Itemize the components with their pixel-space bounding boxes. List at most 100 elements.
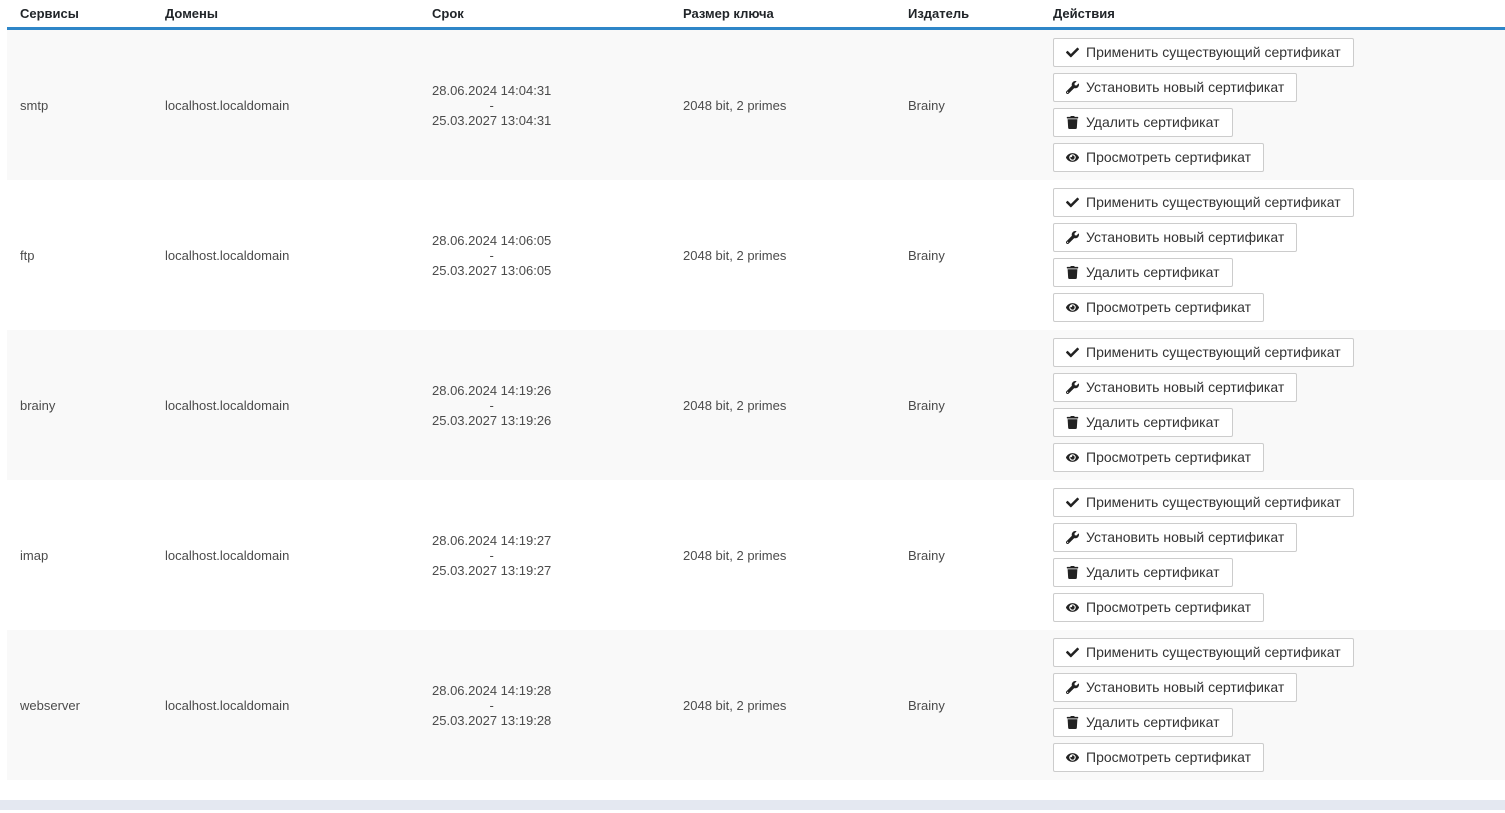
wrench-icon: [1066, 381, 1079, 394]
issuer-cell: Brainy: [908, 247, 945, 263]
apply-existing-certificate-button[interactable]: Применить существующий сертификат: [1053, 188, 1354, 217]
column-header-domains: Домены: [165, 6, 218, 21]
button-label: Применить существующий сертификат: [1086, 494, 1341, 510]
key-size-cell: 2048 bit, 2 primes: [683, 97, 787, 113]
check-icon: [1066, 496, 1079, 509]
term-cell: 28.06.2024 14:19:27 - 25.03.2027 13:19:2…: [419, 480, 670, 630]
button-label: Применить существующий сертификат: [1086, 44, 1341, 60]
column-header-services: Сервисы: [20, 6, 79, 21]
button-label: Установить новый сертификат: [1086, 529, 1285, 545]
term-end: 25.03.2027 13:06:05: [432, 262, 552, 278]
wrench-icon: [1066, 681, 1079, 694]
table-row: webserver localhost.localdomain 28.06.20…: [7, 630, 1505, 780]
view-certificate-button[interactable]: Просмотреть сертификат: [1053, 593, 1265, 622]
button-label: Установить новый сертификат: [1086, 79, 1285, 95]
column-header-term: Срок: [432, 6, 464, 21]
install-new-certificate-button[interactable]: Установить новый сертификат: [1053, 223, 1298, 252]
delete-certificate-button[interactable]: Удалить сертификат: [1053, 708, 1233, 737]
table-row: smtp localhost.localdomain 28.06.2024 14…: [7, 30, 1505, 180]
domain-cell: localhost.localdomain: [165, 547, 290, 563]
delete-certificate-button[interactable]: Удалить сертификат: [1053, 258, 1233, 287]
table-row: imap localhost.localdomain 28.06.2024 14…: [7, 480, 1505, 630]
term-separator: -: [489, 247, 494, 263]
actions-cell: Применить существующий сертификат Устано…: [1040, 30, 1505, 180]
eye-icon: [1066, 451, 1079, 464]
button-label: Просмотреть сертификат: [1086, 149, 1252, 165]
button-label: Просмотреть сертификат: [1086, 299, 1252, 315]
apply-existing-certificate-button[interactable]: Применить существующий сертификат: [1053, 638, 1354, 667]
button-label: Просмотреть сертификат: [1086, 749, 1252, 765]
button-label: Удалить сертификат: [1086, 564, 1220, 580]
trash-icon: [1066, 116, 1079, 129]
trash-icon: [1066, 716, 1079, 729]
trash-icon: [1066, 566, 1079, 579]
term-start: 28.06.2024 14:04:31: [432, 82, 552, 98]
issuer-cell: Brainy: [908, 97, 945, 113]
eye-icon: [1066, 751, 1079, 764]
delete-certificate-button[interactable]: Удалить сертификат: [1053, 108, 1233, 137]
view-certificate-button[interactable]: Просмотреть сертификат: [1053, 293, 1265, 322]
apply-existing-certificate-button[interactable]: Применить существующий сертификат: [1053, 338, 1354, 367]
service-cell: brainy: [20, 397, 56, 413]
button-label: Просмотреть сертификат: [1086, 599, 1252, 615]
domain-cell: localhost.localdomain: [165, 247, 290, 263]
term-end: 25.03.2027 13:04:31: [432, 112, 552, 128]
button-label: Установить новый сертификат: [1086, 679, 1285, 695]
delete-certificate-button[interactable]: Удалить сертификат: [1053, 408, 1233, 437]
table-row: brainy localhost.localdomain 28.06.2024 …: [7, 330, 1505, 480]
delete-certificate-button[interactable]: Удалить сертификат: [1053, 558, 1233, 587]
trash-icon: [1066, 266, 1079, 279]
actions-cell: Применить существующий сертификат Устано…: [1040, 630, 1505, 780]
button-label: Установить новый сертификат: [1086, 379, 1285, 395]
service-cell: imap: [20, 547, 49, 563]
install-new-certificate-button[interactable]: Установить новый сертификат: [1053, 673, 1298, 702]
term-cell: 28.06.2024 14:19:26 - 25.03.2027 13:19:2…: [419, 330, 670, 480]
view-certificate-button[interactable]: Просмотреть сертификат: [1053, 743, 1265, 772]
issuer-cell: Brainy: [908, 697, 945, 713]
domain-cell: localhost.localdomain: [165, 697, 290, 713]
term-end: 25.03.2027 13:19:26: [432, 412, 552, 428]
column-header-key-size: Размер ключа: [683, 6, 774, 21]
term-end: 25.03.2027 13:19:28: [432, 712, 552, 728]
install-new-certificate-button[interactable]: Установить новый сертификат: [1053, 373, 1298, 402]
view-certificate-button[interactable]: Просмотреть сертификат: [1053, 443, 1265, 472]
term-separator: -: [489, 97, 494, 113]
term-start: 28.06.2024 14:19:26: [432, 382, 552, 398]
table-header: Сервисы Домены Срок Размер ключа Издател…: [7, 0, 1505, 30]
certificates-table: Сервисы Домены Срок Размер ключа Издател…: [7, 0, 1505, 780]
service-cell: webserver: [20, 697, 80, 713]
term-cell: 28.06.2024 14:19:28 - 25.03.2027 13:19:2…: [419, 630, 670, 780]
button-label: Применить существующий сертификат: [1086, 344, 1341, 360]
term-cell: 28.06.2024 14:04:31 - 25.03.2027 13:04:3…: [419, 30, 670, 180]
issuer-cell: Brainy: [908, 547, 945, 563]
button-label: Удалить сертификат: [1086, 714, 1220, 730]
trash-icon: [1066, 416, 1079, 429]
apply-existing-certificate-button[interactable]: Применить существующий сертификат: [1053, 488, 1354, 517]
footer-bar: [0, 800, 1505, 810]
eye-icon: [1066, 601, 1079, 614]
term-separator: -: [489, 547, 494, 563]
actions-cell: Применить существующий сертификат Устано…: [1040, 480, 1505, 630]
check-icon: [1066, 46, 1079, 59]
key-size-cell: 2048 bit, 2 primes: [683, 547, 787, 563]
term-cell: 28.06.2024 14:06:05 - 25.03.2027 13:06:0…: [419, 180, 670, 330]
table-body: smtp localhost.localdomain 28.06.2024 14…: [7, 30, 1505, 780]
button-label: Просмотреть сертификат: [1086, 449, 1252, 465]
service-cell: smtp: [20, 97, 49, 113]
check-icon: [1066, 196, 1079, 209]
actions-cell: Применить существующий сертификат Устано…: [1040, 180, 1505, 330]
apply-existing-certificate-button[interactable]: Применить существующий сертификат: [1053, 38, 1354, 67]
install-new-certificate-button[interactable]: Установить новый сертификат: [1053, 523, 1298, 552]
button-label: Применить существующий сертификат: [1086, 194, 1341, 210]
button-label: Установить новый сертификат: [1086, 229, 1285, 245]
button-label: Удалить сертификат: [1086, 114, 1220, 130]
wrench-icon: [1066, 81, 1079, 94]
column-header-actions: Действия: [1053, 6, 1115, 21]
button-label: Применить существующий сертификат: [1086, 644, 1341, 660]
term-start: 28.06.2024 14:06:05: [432, 232, 552, 248]
view-certificate-button[interactable]: Просмотреть сертификат: [1053, 143, 1265, 172]
check-icon: [1066, 346, 1079, 359]
eye-icon: [1066, 151, 1079, 164]
install-new-certificate-button[interactable]: Установить новый сертификат: [1053, 73, 1298, 102]
button-label: Удалить сертификат: [1086, 414, 1220, 430]
